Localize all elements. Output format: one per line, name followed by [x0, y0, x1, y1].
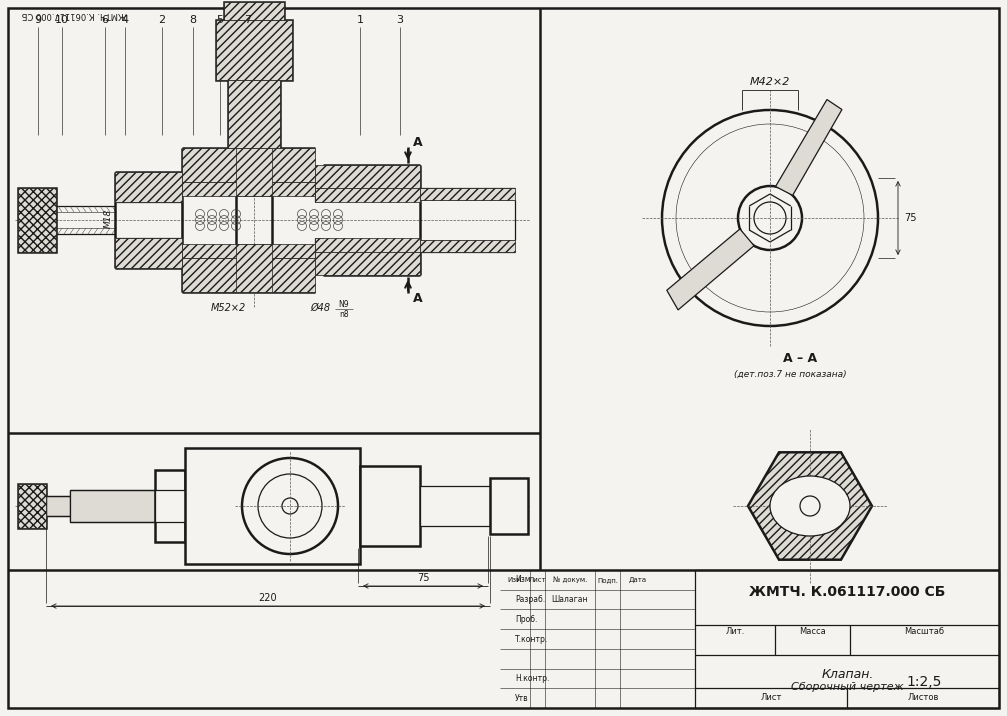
Bar	[224, 2, 284, 20]
Polygon shape	[667, 229, 754, 310]
Text: Лист: Лист	[760, 694, 781, 702]
Bar	[182, 244, 315, 258]
Text: 7: 7	[245, 15, 252, 25]
Bar	[182, 148, 315, 182]
Circle shape	[800, 496, 820, 516]
Bar	[70, 490, 155, 522]
Text: 4: 4	[122, 15, 129, 25]
Text: 9: 9	[34, 15, 41, 25]
Text: 2: 2	[158, 15, 165, 25]
Text: Изм: Изм	[515, 576, 531, 584]
Text: Масштаб: Масштаб	[904, 627, 945, 637]
Bar	[695, 570, 999, 708]
Text: Утв: Утв	[515, 694, 529, 702]
Text: (дет.поз.7 не показана): (дет.поз.7 не показана)	[734, 369, 846, 379]
Text: М42×2: М42×2	[750, 77, 790, 87]
Bar	[315, 238, 420, 252]
Text: Дата: Дата	[628, 577, 646, 583]
Bar	[215, 20, 292, 80]
Text: М52×2: М52×2	[210, 303, 246, 313]
Text: М18: М18	[104, 208, 113, 228]
Bar	[228, 80, 280, 148]
Text: 75: 75	[903, 213, 916, 223]
Bar	[315, 188, 420, 202]
Text: Проб.: Проб.	[515, 615, 538, 624]
Text: 3: 3	[397, 15, 404, 25]
Text: Изм: Изм	[508, 577, 523, 583]
Bar	[420, 188, 515, 200]
Text: Разраб.: Разраб.	[515, 595, 545, 604]
Text: ЖМТЧ. К.061117.000 СБ: ЖМТЧ. К.061117.000 СБ	[749, 586, 946, 599]
Ellipse shape	[770, 476, 850, 536]
Bar	[359, 466, 420, 546]
Bar	[185, 448, 359, 564]
Text: Т.контр.: Т.контр.	[515, 634, 548, 644]
Text: 220: 220	[259, 593, 277, 603]
Text: 5: 5	[217, 15, 224, 25]
Text: Масса: Масса	[800, 627, 826, 637]
Bar	[215, 20, 292, 80]
Text: Лист: Лист	[529, 577, 547, 583]
Text: Ø48: Ø48	[310, 303, 330, 313]
Text: 1:2,5: 1:2,5	[907, 674, 943, 689]
Text: 1: 1	[356, 15, 364, 25]
Bar	[18, 188, 56, 252]
Bar	[420, 240, 515, 252]
Bar	[224, 2, 284, 20]
Bar	[155, 470, 185, 542]
Bar	[18, 484, 46, 528]
Text: Сборочный чертеж: Сборочный чертеж	[792, 682, 904, 692]
Text: № докум.: № докум.	[553, 576, 587, 583]
Bar	[182, 258, 315, 292]
Text: N9: N9	[338, 299, 349, 309]
Bar	[236, 148, 272, 196]
Bar	[46, 496, 70, 516]
Bar	[115, 238, 182, 268]
Text: Листов: Листов	[907, 694, 939, 702]
Text: Подп.: Подп.	[597, 577, 618, 583]
Bar	[490, 478, 528, 534]
Polygon shape	[775, 100, 842, 195]
Text: А – А: А – А	[782, 352, 817, 364]
Bar	[18, 484, 46, 528]
Text: A: A	[413, 135, 423, 148]
Text: Н.контр.: Н.контр.	[515, 674, 550, 683]
Text: 75: 75	[417, 573, 429, 583]
Text: Шалаган: Шалаган	[552, 595, 588, 604]
Bar	[315, 165, 420, 188]
Bar	[182, 182, 315, 196]
Bar	[115, 172, 182, 202]
Text: A: A	[413, 291, 423, 304]
Text: ЖМТЧ. К.061117.000 СБ: ЖМТЧ. К.061117.000 СБ	[22, 10, 127, 19]
Text: Лит.: Лит.	[725, 627, 745, 637]
Bar	[420, 486, 490, 526]
Bar	[236, 244, 272, 292]
Text: 6: 6	[102, 15, 109, 25]
Text: 10: 10	[55, 15, 69, 25]
Bar	[315, 252, 420, 275]
Bar	[18, 188, 56, 252]
Text: Клапан.: Клапан.	[822, 667, 874, 680]
Bar	[155, 490, 185, 522]
Text: 8: 8	[189, 15, 196, 25]
Text: n8: n8	[339, 309, 348, 319]
Polygon shape	[748, 453, 872, 560]
